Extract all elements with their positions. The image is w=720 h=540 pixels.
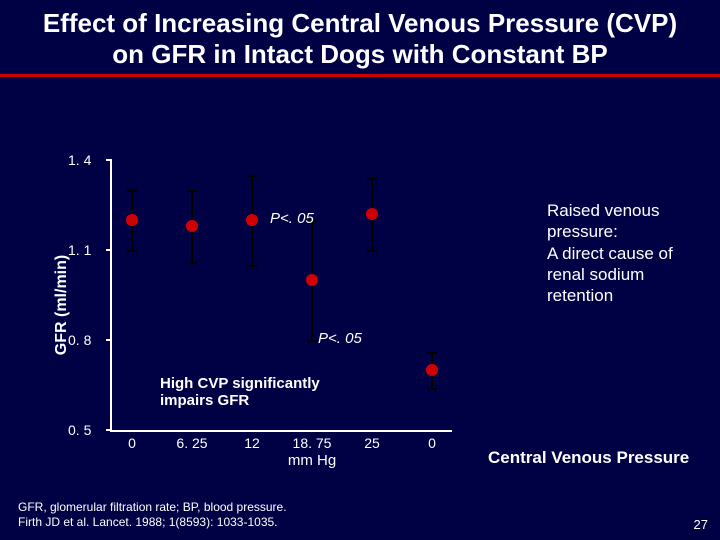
p-value-annotation-2: P<. 05: [318, 330, 362, 347]
page-title: Effect of Increasing Central Venous Pres…: [0, 0, 720, 74]
y-tick-label: 0. 5: [68, 422, 91, 438]
y-tick-label: 1. 1: [68, 242, 91, 258]
y-tick: [106, 339, 112, 341]
x-tick-label: 12: [244, 435, 260, 451]
impair-annotation: High CVP significantly impairs GFR: [160, 375, 360, 409]
y-tick-label: 0. 8: [68, 332, 91, 348]
x-tick-label: 0: [128, 435, 136, 451]
footnote: GFR, glomerular filtration rate; BP, blo…: [18, 500, 287, 530]
y-tick: [106, 159, 112, 161]
x-axis-title: Central Venous Pressure: [488, 448, 689, 468]
y-tick: [106, 429, 112, 431]
side-note: Raised venous pressure: A direct cause o…: [547, 200, 702, 306]
x-tick-label: 25: [364, 435, 380, 451]
p-value-annotation-1: P<. 05: [270, 210, 314, 227]
gfr-chart: GFR (ml/min) 0. 50. 81. 11. 406. 251218.…: [60, 160, 480, 450]
divider-line: [0, 74, 720, 77]
x-unit-label: mm Hg: [288, 452, 336, 469]
y-tick: [106, 249, 112, 251]
x-tick-label: 18. 75: [293, 435, 332, 451]
x-tick-label: 0: [428, 435, 436, 451]
slide-number: 27: [694, 517, 708, 532]
x-tick-label: 6. 25: [176, 435, 207, 451]
y-tick-label: 1. 4: [68, 152, 91, 168]
